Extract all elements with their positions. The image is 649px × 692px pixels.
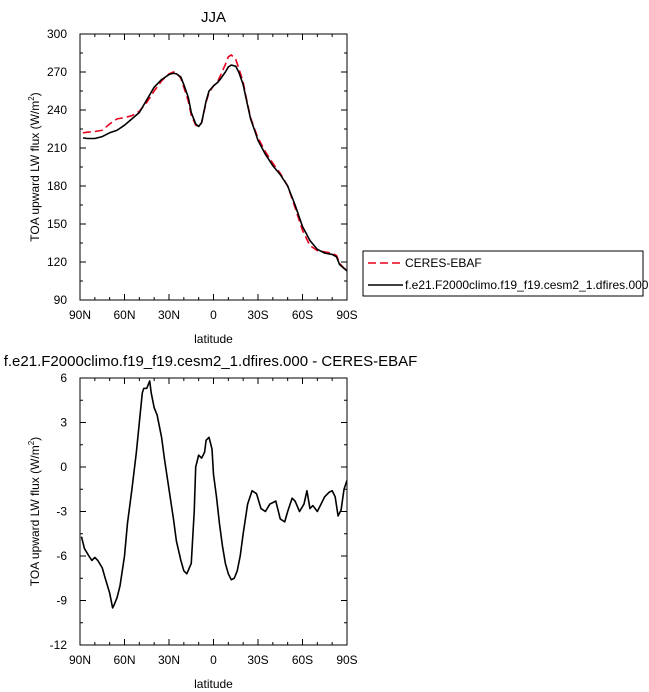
- chart-title: JJA: [201, 9, 226, 26]
- x-tick-label: 30S: [247, 653, 268, 667]
- x-tick-label: 30S: [247, 308, 268, 322]
- x-tick-label: 90N: [69, 308, 91, 322]
- y-tick-label: 90: [54, 293, 68, 307]
- chart-title: f.e21.F2000climo.f19_f19.cesm2_1.dfires.…: [4, 353, 418, 370]
- x-tick-label: 60S: [292, 653, 313, 667]
- y-tick-label: 0: [60, 460, 67, 474]
- y-tick-label: 150: [47, 217, 67, 231]
- legend-box: [362, 250, 644, 297]
- y-tick-label: 6: [60, 371, 67, 385]
- legend: CERES-EBAF f.e21.F2000climo.f19_f19.cesm2…: [362, 250, 649, 297]
- x-tick-label: 30N: [158, 653, 180, 667]
- x-tick-label: 60N: [113, 308, 135, 322]
- x-axis-label: latitude: [194, 332, 233, 346]
- y-axis-label: TOA upward LW flux (W/m2): [27, 437, 42, 586]
- x-axis-label: latitude: [194, 677, 233, 691]
- y-tick-label: 3: [60, 416, 67, 430]
- x-tick-label: 60N: [113, 653, 135, 667]
- x-tick-label: 90S: [336, 308, 357, 322]
- top-chart: JJA 90N 60N 30N 0 30S 60S 90S 90 120 150 180 210 240 2…: [27, 9, 358, 346]
- x-tick-label: 90N: [69, 653, 91, 667]
- y-tick-label: 180: [47, 179, 67, 193]
- y-tick-label: 300: [47, 27, 67, 41]
- difference-chart: f.e21.F2000climo.f19_f19.cesm2_1.dfires.…: [4, 353, 418, 691]
- x-tick-label: 60S: [292, 308, 313, 322]
- y-tick-label: -12: [50, 638, 68, 652]
- x-tick-label: 0: [210, 308, 217, 322]
- x-tick-label: 30N: [158, 308, 180, 322]
- legend-label-1: CERES-EBAF: [405, 256, 482, 270]
- plot-frame: [79, 377, 348, 646]
- y-tick-label: 270: [47, 65, 67, 79]
- y-tick-label: 240: [47, 103, 67, 117]
- plot-frame: [79, 33, 348, 301]
- y-axis-label: TOA upward LW flux (W/m2): [27, 92, 42, 241]
- series-line-1: [80, 380, 347, 609]
- y-tick-label: -6: [56, 549, 67, 563]
- x-tick-label: 90S: [336, 653, 357, 667]
- y-tick-label: -9: [56, 594, 67, 608]
- legend-label-2: f.e21.F2000climo.f19_f19.cesm2_1.dfires.…: [405, 278, 649, 292]
- x-tick-label: 0: [210, 653, 217, 667]
- y-tick-label: 120: [47, 255, 67, 269]
- y-tick-label: 210: [47, 141, 67, 155]
- series-line-2: [82, 64, 347, 272]
- y-tick-label: -3: [56, 505, 67, 519]
